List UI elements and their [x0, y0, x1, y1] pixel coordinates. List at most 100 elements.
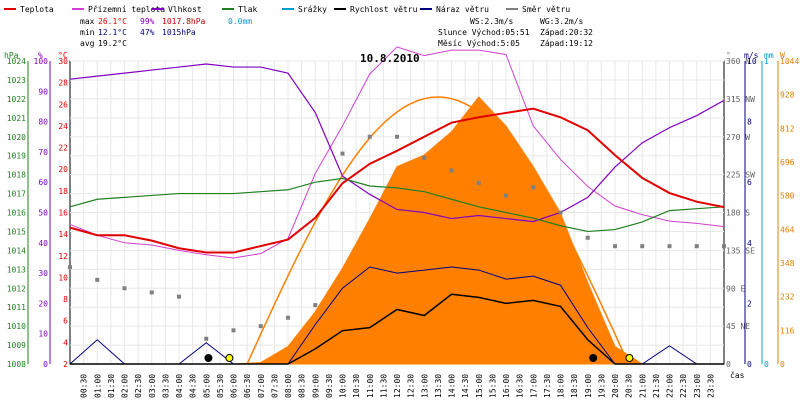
unit-c: °C	[58, 51, 68, 60]
x-tick-label: 01:00	[93, 374, 102, 398]
ms-tick-label: 0	[747, 360, 752, 369]
legend-label: Tlak	[238, 5, 257, 14]
dir-tick-label: 90 E	[726, 284, 745, 293]
pct-tick-label: 90	[38, 87, 48, 96]
x-tick-label: 13:30	[434, 374, 443, 398]
x-tick-label: 19:30	[597, 374, 606, 398]
stat-avg-label: avg	[80, 39, 95, 48]
w-tick-label: 928	[780, 91, 795, 100]
hpa-tick-label: 1024	[7, 57, 26, 66]
wind-direction-point	[558, 210, 563, 215]
x-tick-label: 16:30	[516, 374, 525, 398]
stat-max-rain: 0.0mm	[228, 17, 252, 26]
x-tick-label: 14:30	[461, 374, 470, 398]
wind-direction-point	[258, 324, 263, 329]
dir-tick-label: 0	[726, 360, 731, 369]
unit-deg: °	[726, 51, 731, 60]
w-tick-label: 1044	[780, 57, 799, 66]
w-tick-label: 580	[780, 192, 795, 201]
pct-tick-label: 100	[34, 57, 49, 66]
moon-set-marker	[589, 354, 598, 362]
hpa-tick-label: 1014	[7, 246, 26, 255]
stat-wg: WG:3.2m/s	[540, 17, 584, 26]
moon-rise-marker	[204, 354, 213, 362]
wind-direction-point	[395, 134, 399, 139]
stat-min-temp: 12.1°C	[98, 28, 127, 37]
w-tick-label: 0	[780, 360, 785, 369]
wind-direction-point	[585, 235, 590, 240]
wind-direction-point	[640, 244, 645, 249]
pct-tick-label: 0	[43, 360, 48, 369]
x-tick-label: 09:30	[325, 374, 334, 398]
stat-min-hum: 47%	[140, 28, 155, 37]
x-tick-label: 16:00	[502, 374, 511, 398]
dir-tick-label: 45 NE	[726, 322, 750, 331]
wind-direction-point	[68, 265, 72, 270]
hpa-tick-label: 1013	[7, 265, 26, 274]
x-tick-label: 05:00	[202, 374, 211, 398]
pct-tick-label: 10	[38, 330, 48, 339]
x-tick-label: 01:30	[107, 374, 116, 398]
x-tick-label: 18:30	[570, 374, 579, 398]
legend: Teplota Přízemní teplota Vlhkost Tlak Srážky…	[4, 5, 570, 14]
wind-direction-point	[694, 244, 699, 249]
pct-tick-label: 70	[38, 148, 48, 157]
x-tick-label: 06:00	[230, 374, 239, 398]
dir-tick-label: 135 SE	[726, 246, 755, 255]
x-tick-label: 04:30	[189, 374, 198, 398]
wind-direction-point	[95, 277, 100, 282]
ms-tick-label: 6	[747, 178, 752, 187]
hpa-tick-label: 1016	[7, 209, 26, 218]
x-tick-label: 03:00	[148, 374, 157, 398]
x-tick-label: 17:00	[529, 374, 538, 398]
unit-hpa: hPa	[4, 51, 19, 60]
x-tick-label: 15:30	[488, 374, 497, 398]
x-tick-label: 22:00	[666, 374, 675, 398]
series-temperature	[69, 107, 725, 254]
w-tick-label: 464	[780, 225, 795, 234]
x-tick-label: 17:30	[543, 374, 552, 398]
wind-direction-point	[122, 286, 127, 291]
wind-direction-point	[340, 151, 345, 156]
c-tick-label: 30	[58, 57, 68, 66]
x-tick-label: 05:30	[216, 374, 225, 398]
hpa-tick-label: 1018	[7, 171, 26, 180]
wind-direction-point	[177, 294, 181, 299]
c-tick-label: 14	[58, 230, 68, 239]
dir-tick-label: 270 W	[726, 133, 750, 142]
c-tick-label: 18	[58, 187, 68, 196]
hpa-tick-label: 1008	[7, 360, 26, 369]
hpa-tick-label: 1012	[7, 284, 26, 293]
dir-tick-label: 360 N	[726, 57, 750, 66]
stats-block: max 26.1°C 99% 1017.8hPa 0.0mm min 12.1°…	[80, 17, 593, 48]
legend-label: Přízemní teplota	[88, 5, 165, 14]
c-tick-label: 28	[58, 79, 68, 88]
stat-max-press: 1017.8hPa	[162, 17, 206, 26]
wind-direction-point	[722, 244, 726, 249]
x-tick-label: 09:00	[311, 374, 320, 398]
c-tick-label: 6	[63, 317, 68, 326]
legend-label: Rychlost větru	[350, 5, 418, 14]
legend-label: Náraz větru	[436, 5, 489, 14]
x-tick-label: 20:30	[625, 374, 634, 398]
wind-direction-point	[476, 181, 481, 186]
hpa-tick-label: 1015	[7, 227, 26, 236]
series-lines	[68, 46, 726, 365]
x-tick-label: 11:30	[379, 374, 388, 398]
c-tick-label: 2	[63, 360, 68, 369]
x-tick-label: 18:00	[557, 374, 566, 398]
wind-direction-point	[149, 290, 154, 295]
solar-envelope	[246, 96, 630, 365]
hpa-tick-label: 1019	[7, 152, 26, 161]
hpa-tick-label: 1010	[7, 322, 26, 331]
wind-direction-point	[286, 315, 290, 320]
hpa-tick-label: 1020	[7, 133, 26, 142]
pct-tick-label: 20	[38, 299, 48, 308]
x-axis-label: čas	[730, 370, 745, 380]
ms-tick-label: 2	[747, 299, 752, 308]
x-tick-label: 03:30	[161, 374, 170, 398]
x-tick-label: 12:00	[393, 374, 402, 398]
hpa-tick-label: 1021	[7, 114, 26, 123]
pct-tick-label: 80	[38, 118, 48, 127]
